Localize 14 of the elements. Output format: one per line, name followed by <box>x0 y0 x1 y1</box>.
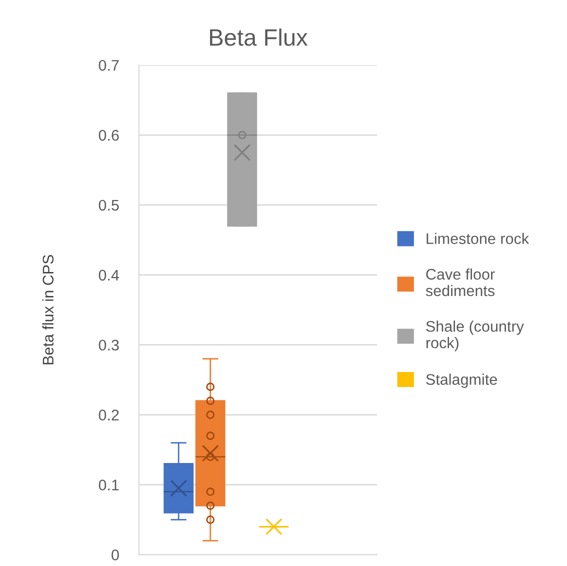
y-tick-label: 0.5 <box>98 200 119 211</box>
chart-title: Beta Flux <box>210 28 308 46</box>
legend-label: Shale (country rock) <box>426 320 524 352</box>
y-tick-label: 0.4 <box>98 270 120 281</box>
y-tick-label: 0 <box>112 550 119 560</box>
y-tick-label: 0.7 <box>98 60 119 71</box>
y-tick-label: 0.2 <box>98 410 119 420</box>
legend-label: Cave floor sediments <box>426 268 495 296</box>
y-tick-label: 0.6 <box>98 130 119 141</box>
y-tick-label: 0.1 <box>98 480 119 490</box>
y-axis-title: Beta flux in CPS <box>42 254 54 364</box>
legend-label: Limestone rock <box>426 232 530 244</box>
y-tick-label: 0.3 <box>98 340 119 351</box>
legend-label: Stalagmite <box>426 374 497 388</box>
